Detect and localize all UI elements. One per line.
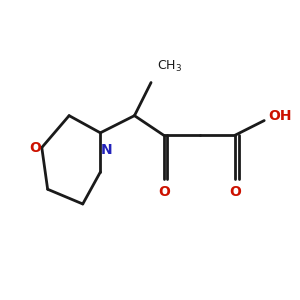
Text: CH$_3$: CH$_3$ bbox=[157, 59, 182, 74]
Text: O: O bbox=[229, 185, 241, 199]
Text: OH: OH bbox=[268, 109, 292, 123]
Text: O: O bbox=[29, 140, 41, 154]
Text: O: O bbox=[158, 185, 170, 199]
Text: N: N bbox=[100, 143, 112, 157]
